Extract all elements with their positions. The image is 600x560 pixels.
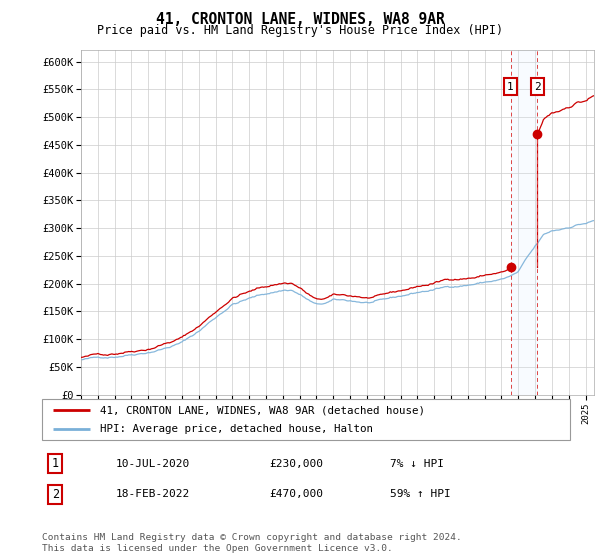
Text: 1: 1: [52, 457, 59, 470]
Text: 2: 2: [534, 82, 541, 91]
Text: 1: 1: [507, 82, 514, 91]
Text: Price paid vs. HM Land Registry's House Price Index (HPI): Price paid vs. HM Land Registry's House …: [97, 24, 503, 38]
Bar: [511, 50, 537, 395]
Text: 59% ↑ HPI: 59% ↑ HPI: [391, 489, 451, 500]
Text: 41, CRONTON LANE, WIDNES, WA8 9AR (detached house): 41, CRONTON LANE, WIDNES, WA8 9AR (detac…: [100, 405, 425, 415]
Text: 18-FEB-2022: 18-FEB-2022: [116, 489, 190, 500]
Text: 41, CRONTON LANE, WIDNES, WA8 9AR: 41, CRONTON LANE, WIDNES, WA8 9AR: [155, 12, 445, 27]
FancyBboxPatch shape: [42, 399, 570, 440]
Text: Contains HM Land Registry data © Crown copyright and database right 2024.
This d: Contains HM Land Registry data © Crown c…: [42, 533, 462, 553]
Text: 10-JUL-2020: 10-JUL-2020: [116, 459, 190, 469]
Text: £230,000: £230,000: [269, 459, 323, 469]
Text: 2: 2: [52, 488, 59, 501]
Text: £470,000: £470,000: [269, 489, 323, 500]
Text: HPI: Average price, detached house, Halton: HPI: Average price, detached house, Halt…: [100, 424, 373, 433]
Text: 7% ↓ HPI: 7% ↓ HPI: [391, 459, 445, 469]
